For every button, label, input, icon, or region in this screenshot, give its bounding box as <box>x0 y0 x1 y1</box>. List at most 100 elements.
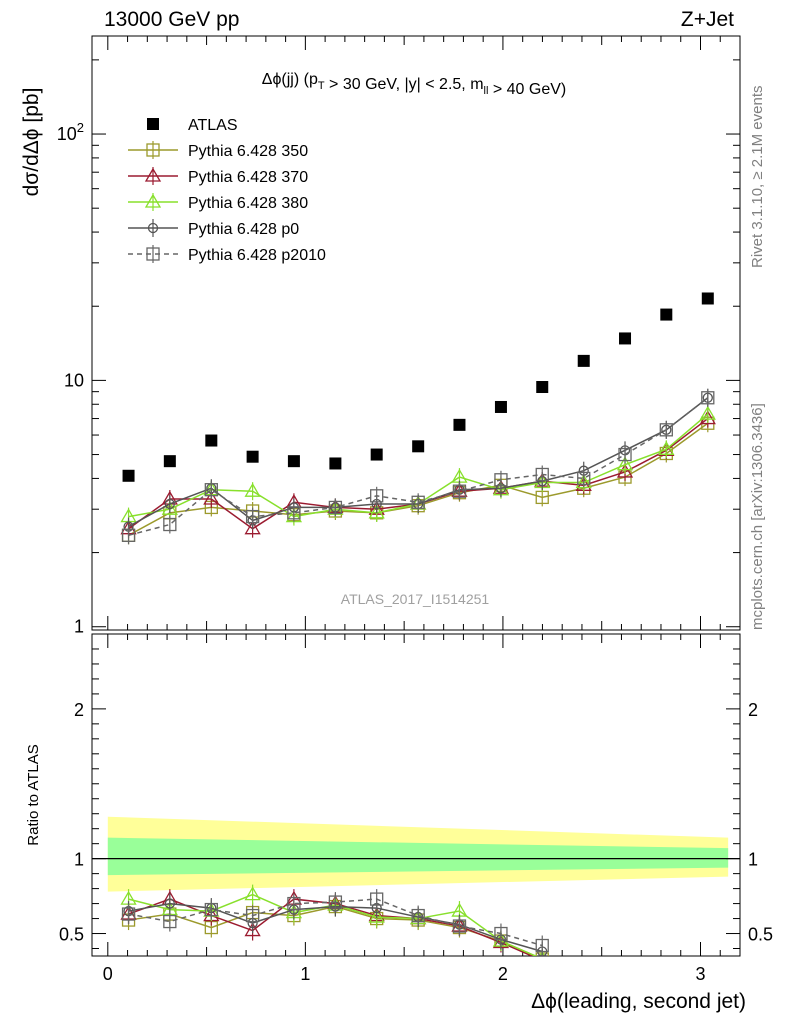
ratio-point <box>164 898 175 909</box>
data-point <box>245 509 260 524</box>
ratio-point <box>244 886 261 901</box>
data-point <box>244 520 261 535</box>
ratio-point <box>370 892 384 906</box>
y-tick-label-right: 0.5 <box>748 925 773 945</box>
ratio-point <box>204 902 218 917</box>
x-tick-label: 0 <box>103 964 113 984</box>
data-point <box>205 434 218 447</box>
ratio-series-4 <box>121 889 549 956</box>
ratio-y-axis-label: Ratio to ATLAS <box>25 744 42 845</box>
y-tick-label-right: 1 <box>748 850 758 870</box>
ratio-series <box>120 884 549 956</box>
main-frame <box>91 35 741 631</box>
data-point <box>536 381 549 394</box>
data-point <box>329 457 342 470</box>
data-point <box>577 354 590 367</box>
data-point <box>287 506 301 520</box>
x-tick-label: 3 <box>695 964 705 984</box>
data-point <box>246 450 259 463</box>
series-0 <box>122 292 714 482</box>
data-point <box>163 517 177 532</box>
y-tick-label: 10 <box>64 370 84 390</box>
data-point <box>701 292 714 305</box>
data-point <box>618 447 632 462</box>
legend-label: Pythia 6.428 p2010 <box>188 247 326 264</box>
ratio-point <box>287 896 301 911</box>
ratio-point <box>245 908 260 923</box>
ratio-panel: Ratio to ATLAS Δϕ(leading, second jet) 0… <box>25 633 773 1013</box>
y-tick-label: 102 <box>57 120 84 144</box>
ratio-frame <box>91 633 741 957</box>
data-point <box>494 473 508 487</box>
data-point <box>411 495 425 509</box>
data-point <box>619 332 632 345</box>
data-point <box>412 440 425 453</box>
y-tick-label-right: 2 <box>748 700 758 720</box>
legend-label: Pythia 6.428 350 <box>188 143 308 160</box>
ratio-point <box>368 908 385 923</box>
ratio-point <box>535 938 549 953</box>
legend-marker <box>146 143 160 157</box>
legend-marker <box>147 222 159 234</box>
legend-marker <box>144 193 162 208</box>
series-2 <box>120 409 716 538</box>
data-point <box>161 500 178 515</box>
data-point <box>370 448 383 461</box>
data-point <box>370 489 384 503</box>
ratio-bands <box>92 816 740 892</box>
data-point <box>452 484 467 498</box>
data-point <box>453 418 466 431</box>
y-tick-label: 1 <box>74 850 84 870</box>
data-point <box>244 482 261 497</box>
data-point <box>328 500 343 515</box>
data-point <box>494 400 507 413</box>
data-point <box>203 490 220 505</box>
legend-label: Pythia 6.428 370 <box>188 169 308 186</box>
main-ticks: 1 10 102 <box>57 36 740 637</box>
data-point <box>701 391 715 405</box>
ratio-point <box>494 926 508 941</box>
legend-marker <box>146 247 160 261</box>
rivet-label: Rivet 3.1.10, ≥ 2.1M events <box>749 86 766 269</box>
data-point <box>535 467 549 482</box>
data-point <box>204 483 218 497</box>
data-point <box>659 423 673 437</box>
main-panel: dσ/dΔϕ [pb] Δϕ(jj) (pT > 30 GeV, |y| < 2… <box>20 35 741 637</box>
process-label: Z+Jet <box>681 8 734 31</box>
legend-label: Pythia 6.428 380 <box>188 195 308 212</box>
legend-label: ATLAS <box>188 117 238 134</box>
ratio-point <box>411 908 425 923</box>
ratio-ticks: 0.5 0.5 1 1 2 2 0 1 2 3 <box>59 633 773 984</box>
main-series <box>120 292 716 545</box>
watermark: ATLAS_2017_I1514251 <box>341 591 490 607</box>
main-title: Δϕ(jj) (pT > 30 GeV, |y| < 2.5, mll > 40… <box>262 71 566 98</box>
ratio-point <box>244 922 261 937</box>
main-y-axis-label: dσ/dΔϕ [pb] <box>20 88 43 197</box>
data-point <box>577 471 591 486</box>
x-axis-label: Δϕ(leading, second jet) <box>531 990 746 1013</box>
series-5 <box>121 388 715 545</box>
data-point <box>616 456 634 471</box>
data-point <box>287 455 300 468</box>
legend-label: Pythia 6.428 p0 <box>188 221 299 238</box>
legend: ATLAS Pythia 6.428 350 Pythia 6.428 370 Pyt… <box>128 117 326 264</box>
data-point <box>121 528 136 542</box>
legend-marker <box>144 167 162 182</box>
mcplots-label: mcplots.cern.ch [arXiv:1306.3436] <box>749 403 766 630</box>
data-point <box>575 474 592 489</box>
data-point <box>616 463 634 478</box>
y-tick-label: 0.5 <box>59 925 84 945</box>
y-tick-label: 2 <box>74 700 84 720</box>
ratio-point <box>163 914 177 929</box>
ratio-point <box>452 919 467 933</box>
uncertainty-band-inner <box>107 837 729 876</box>
data-point <box>164 498 175 510</box>
series-line <box>128 397 709 537</box>
data-point <box>699 405 716 420</box>
energy-label: 13000 GeV pp <box>104 8 239 31</box>
y-tick-label: 1 <box>74 617 84 637</box>
x-tick-label: 1 <box>300 964 310 984</box>
data-point <box>163 455 176 468</box>
data-point <box>122 469 135 482</box>
